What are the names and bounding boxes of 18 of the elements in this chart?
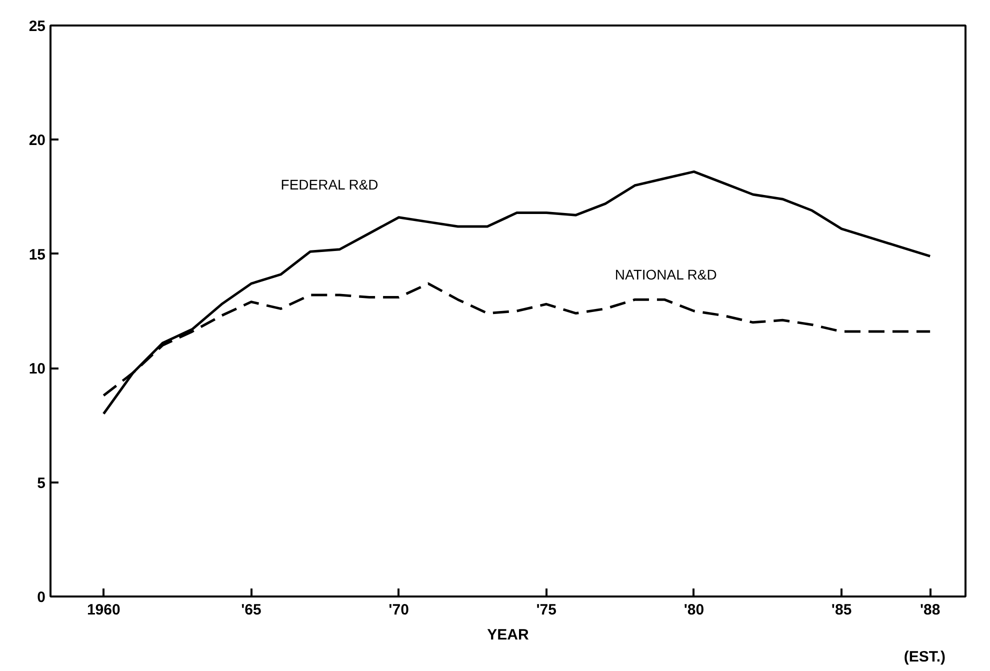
x-tick-label: '88	[920, 602, 940, 618]
x-tick-label: 1960	[86, 602, 120, 618]
series-label: NATIONAL R&D	[614, 266, 717, 283]
y-tick-label: 15	[28, 246, 46, 264]
x-tick-label: '70	[388, 602, 409, 618]
y-tick-label: 5	[37, 474, 46, 492]
x-tick-label: '65	[241, 602, 262, 618]
y-tick-label: 20	[28, 132, 46, 150]
text: FEDERAL R&D	[280, 176, 378, 192]
y-tick-label: 0	[37, 589, 46, 606]
x-tick-label: '85	[831, 602, 852, 618]
x-tick-label: '75	[536, 602, 557, 618]
line-series	[102, 170, 932, 416]
y-tick-label: 25	[28, 18, 46, 35]
x-tick-label: '80	[684, 602, 704, 618]
text: (EST.)	[904, 648, 946, 666]
x-axis-title: YEAR	[487, 626, 530, 644]
y-tick-label: 10	[28, 360, 46, 378]
